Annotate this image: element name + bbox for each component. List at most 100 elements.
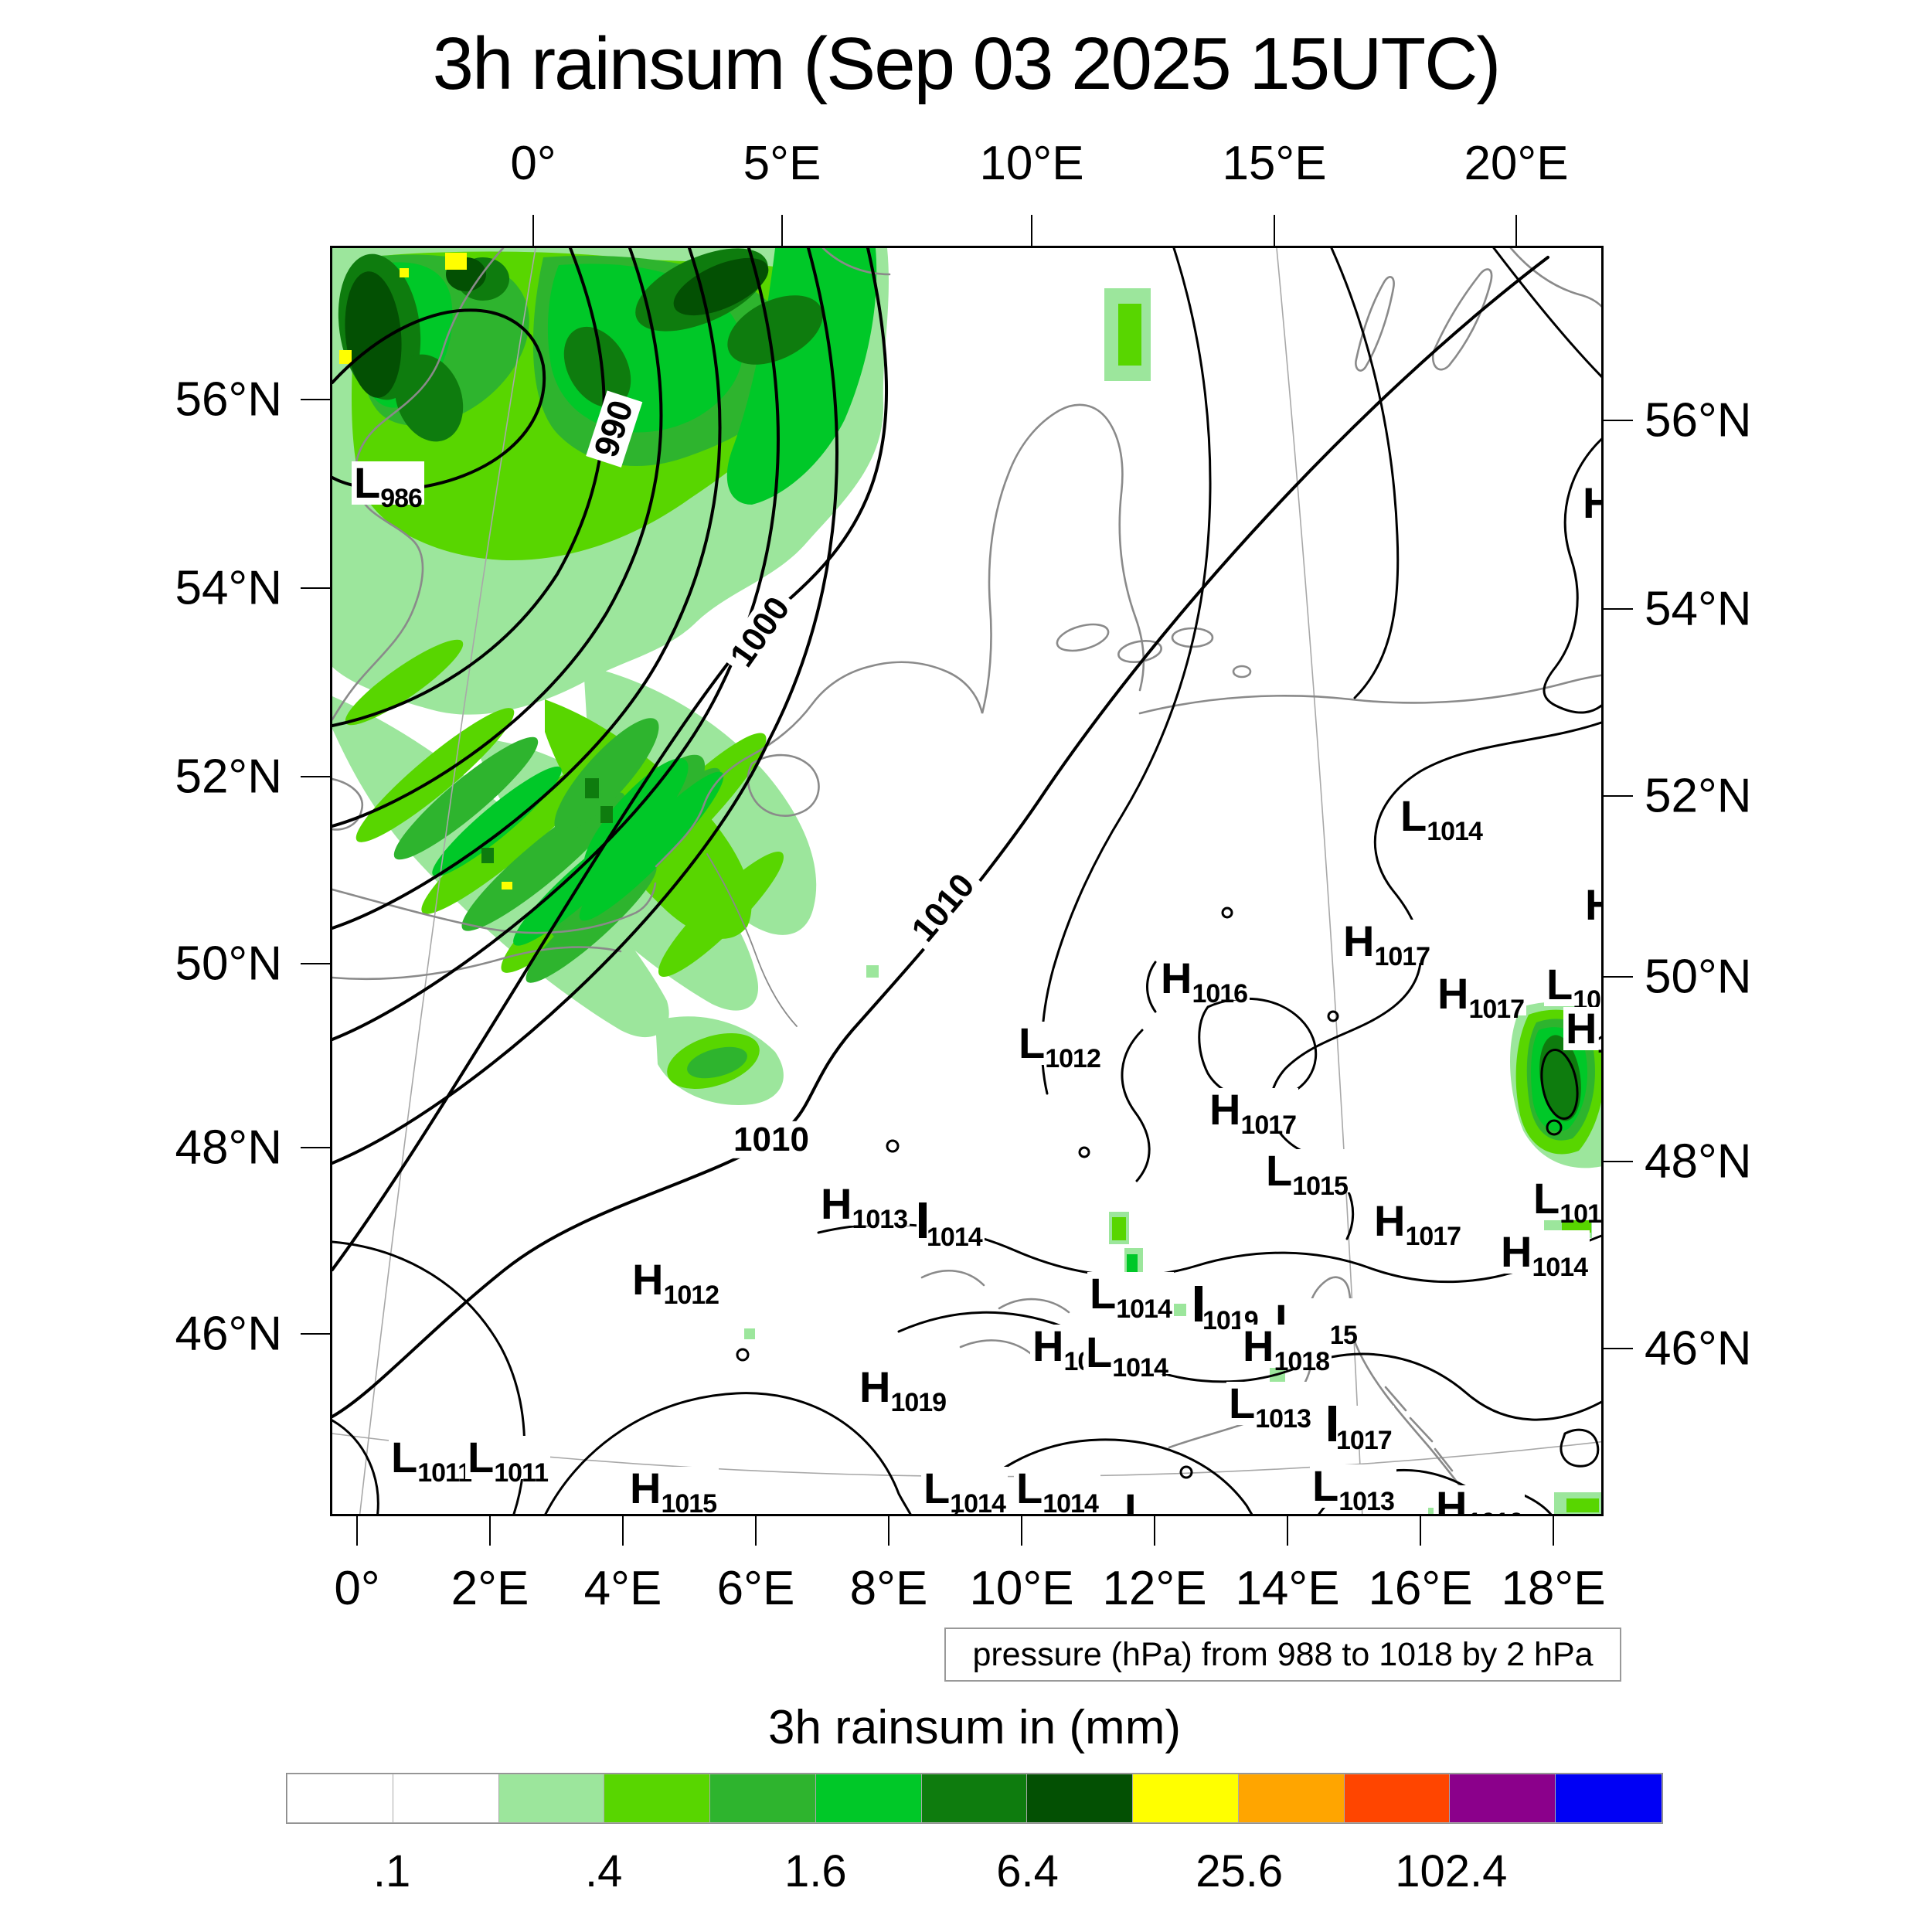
axis-tick [1604,420,1633,421]
marker-letter: H [1343,917,1375,965]
axis-label-right: 48°N [1645,1134,1752,1189]
marker-letter: H [1209,1085,1241,1134]
marker-value: 1017 [1336,1426,1393,1455]
pressure-caption-box: pressure (hPa) from 988 to 1018 by 2 hPa [944,1628,1621,1682]
marker-value: 1016 [1192,979,1248,1009]
pressure-marker-H: H [1580,481,1601,525]
page-title: 3h rainsum (Sep 03 2025 15UTC) [432,22,1502,105]
marker-letter: L [1016,1464,1043,1512]
pressure-marker-H1016: H1016 [1434,1482,1526,1516]
marker-letter: H [1161,954,1192,1002]
axis-tick [356,1516,358,1546]
colorbar-title: 3h rainsum in (mm) [768,1701,1181,1754]
pressure-marker-H1014: H1014 [1563,1007,1601,1057]
marker-letter: H [1243,1321,1274,1370]
colorbar-cell-5 [815,1774,923,1823]
colorbar-cell-2 [498,1774,606,1823]
pressure-marker-L986: L986 [352,461,424,512]
map-frame: 990 1000 1010 1010 L986 L1014 H1017 H1016 H1017… [330,246,1604,1516]
axis-label-left: 52°N [175,750,282,804]
axis-tick [301,587,330,589]
marker-value: 1014 [1151,1510,1207,1514]
pressure-marker-L1011: L1011 [389,1433,474,1486]
marker-value: 1017 [1405,1222,1461,1251]
axis-tick [1021,1516,1022,1546]
marker-letter: H [630,1464,662,1512]
colorbar-cell-12 [1555,1774,1662,1823]
marker-letter: H [1501,1227,1532,1276]
axis-tick [622,1516,624,1546]
marker-bar-glyph [1195,1286,1202,1321]
colorbar-cell-1 [392,1774,500,1823]
axis-tick [1031,215,1032,246]
pressure-marker-bar1019: 1019 [1192,1286,1260,1334]
axis-label-right: 50°N [1645,950,1752,1004]
pressure-marker-L1015: L1015 [1264,1146,1350,1199]
colorbar-cell-10 [1343,1774,1451,1823]
axis-tick [1604,608,1633,610]
colorbar [286,1773,1663,1824]
marker-value: 1015 [661,1489,717,1516]
axis-tick [1604,1161,1633,1162]
marker-letter: L [1124,1485,1151,1516]
pressure-caption: pressure (hPa) from 988 to 1018 by 2 hPa [972,1635,1594,1673]
pressure-marker-L1013: L1013 [1310,1464,1396,1514]
marker-letter: L [1533,1174,1560,1223]
pressure-marker-L1013: L1013 [1226,1382,1313,1432]
axis-tick [1604,795,1633,797]
pressure-marker-H: H [1583,880,1601,929]
marker-letter: H [1032,1321,1064,1370]
marker-value: 1014 [950,1489,1006,1516]
marker-value: 1014 [927,1223,983,1252]
marker-value: 1011 [494,1458,549,1488]
axis-label-top: 0° [510,137,556,190]
marker-value: 1017 [1374,942,1430,971]
pressure-marker-H1015: H1015 [628,1464,719,1514]
marker-letter: L [391,1433,418,1481]
axis-label-top: 10°E [979,137,1084,190]
axis-tick [1553,1516,1554,1546]
pressure-marker-H1019: H1019 [857,1366,949,1416]
marker-value: 1016 [1467,1508,1523,1514]
marker-bar-glyph [919,1202,927,1238]
axis-tick [532,215,534,246]
pressure-marker-L1014: L1014 [921,1467,1008,1514]
colorbar-tick-label: 6.4 [996,1846,1059,1896]
marker-value: 1014 [1427,817,1483,846]
marker-value: 1014 [1116,1294,1172,1324]
marker-value: 1014 [1043,1489,1099,1516]
pressure-marker-L1012: L1012 [1016,1022,1103,1072]
colorbar-cell-4 [709,1774,817,1823]
marker-letter: H [1436,1482,1468,1516]
pressure-marker-bar1014: 1014 [917,1202,985,1250]
marker-value: 1013 [852,1205,908,1234]
marker-value: 1014 [1532,1253,1588,1282]
axis-tick [489,1516,491,1546]
marker-letter: H [1585,880,1601,929]
axis-tick [755,1516,757,1546]
marker-letter: H [859,1362,891,1411]
axis-label-bottom: 2°E [451,1562,529,1615]
colorbar-cell-8 [1132,1774,1240,1823]
pressure-marker-H1018: H1018 [1240,1325,1332,1375]
marker-letter: L [1266,1146,1293,1195]
colorbar-cell-7 [1026,1774,1134,1823]
marker-value: 1018 [1274,1347,1330,1376]
axis-label-left: 50°N [175,937,282,991]
marker-value: 1011 [417,1458,472,1488]
marker-value: 986 [380,484,423,513]
pressure-marker-H10: H10 [1030,1325,1094,1375]
contour-label-1010: 1010 [727,1121,815,1159]
colorbar-tick-label: .1 [372,1846,411,1896]
axis-label-bottom: 10°E [969,1562,1074,1615]
pressure-marker-H1016: H1016 [1158,954,1250,1007]
marker-value: 1014 [1112,1353,1168,1383]
axis-label-bottom: 4°E [583,1562,662,1615]
pressure-marker-H1017: H1017 [1207,1085,1299,1138]
colorbar-tick-label: 1.6 [784,1846,847,1896]
marker-value: 1012 [1045,1044,1101,1073]
marker-value: 1014 [1597,1029,1601,1059]
colorbar-cell-11 [1449,1774,1557,1823]
marker-value: 1017 [1468,995,1525,1024]
